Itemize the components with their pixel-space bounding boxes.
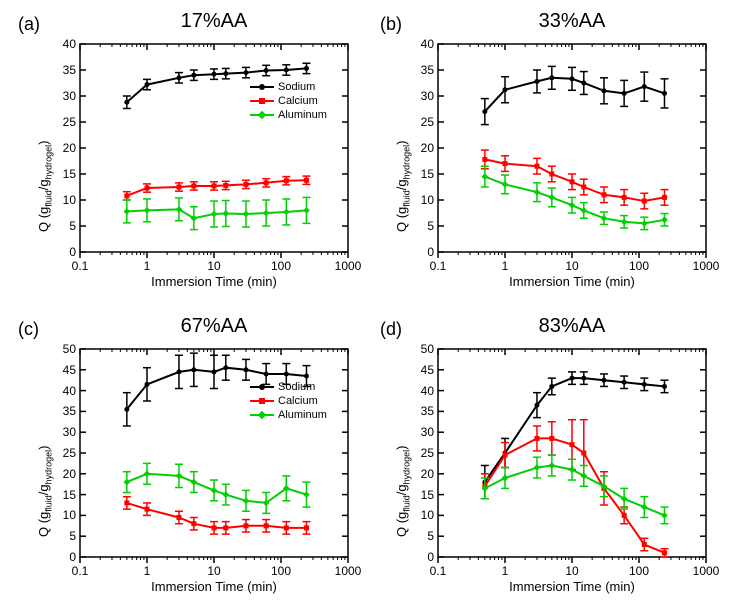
panel-d-letter: (d) — [380, 319, 402, 340]
panel-d-ytick: 15 — [412, 488, 434, 502]
panel-d-ytick: 0 — [412, 550, 434, 564]
panel-d-xtick: 1 — [491, 564, 519, 578]
panel-d-xtick: 1000 — [692, 564, 720, 578]
panel-d-ytick: 45 — [412, 363, 434, 377]
panel-d-ytick: 40 — [412, 384, 434, 398]
panel-d-xlabel: Immersion Time (min) — [438, 579, 706, 594]
panel-d-xtick: 10 — [558, 564, 586, 578]
panel-d-title: 83%AA — [438, 315, 706, 338]
panel-d-ytick: 10 — [412, 508, 434, 522]
panel-d-ylabel: Q (gfluid/ghydrogel) — [394, 445, 412, 537]
panel-d-xtick: 0.1 — [424, 564, 452, 578]
panel-d-ytick: 50 — [412, 342, 434, 356]
panel-d-xtick: 100 — [625, 564, 653, 578]
panel-d-ytick: 25 — [412, 446, 434, 460]
panel-d-ytick: 35 — [412, 404, 434, 418]
panel-d-svg — [0, 0, 740, 612]
panel-d-ytick: 5 — [412, 529, 434, 543]
panel-d-ytick: 30 — [412, 425, 434, 439]
figure-container: (a)17%AAQ (gfluid/ghydrogel)Immersion Ti… — [0, 0, 740, 612]
panel-d-ytick: 20 — [412, 467, 434, 481]
